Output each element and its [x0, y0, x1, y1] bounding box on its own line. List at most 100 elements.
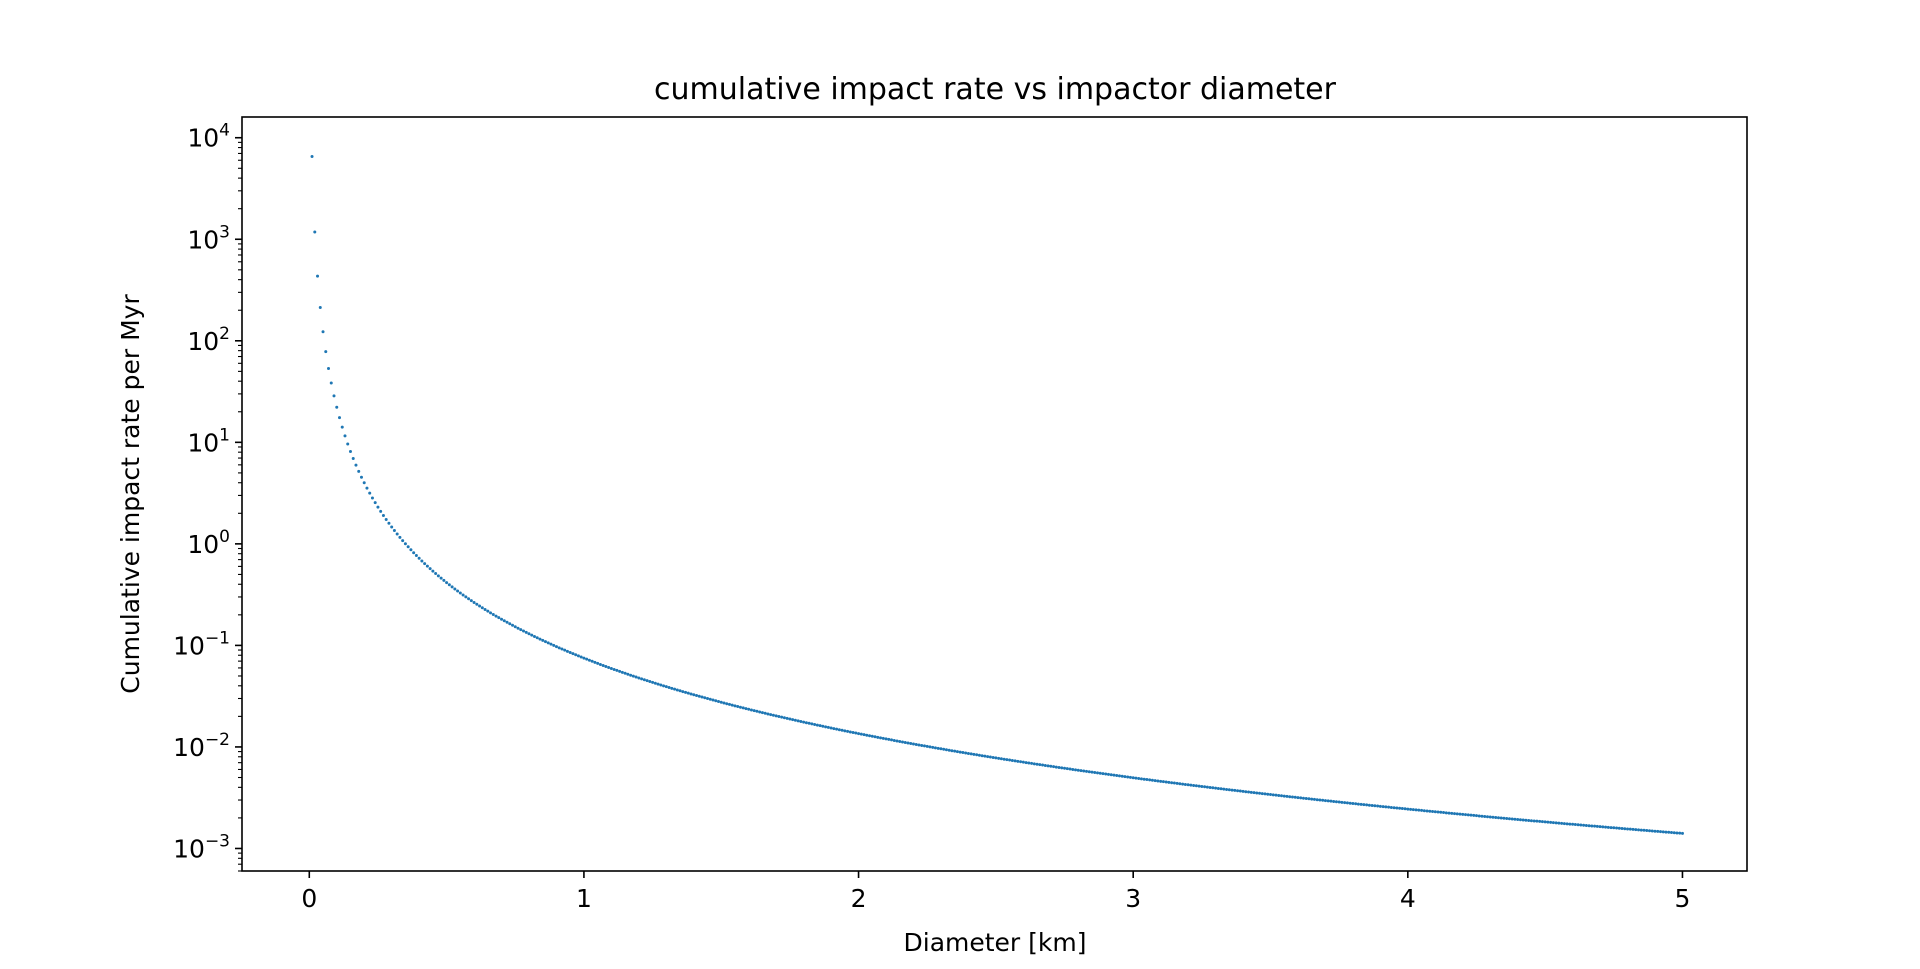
- data-point: [313, 230, 317, 234]
- data-point: [780, 715, 784, 719]
- data-point: [574, 653, 578, 657]
- data-point: [980, 754, 984, 758]
- data-point: [975, 753, 979, 757]
- data-point: [944, 748, 948, 752]
- data-point: [1279, 794, 1283, 798]
- data-point: [1623, 827, 1627, 831]
- data-point: [1590, 824, 1594, 828]
- data-point: [719, 700, 723, 704]
- data-point: [1395, 806, 1399, 810]
- data-point: [1345, 801, 1349, 805]
- data-point: [1038, 763, 1042, 767]
- data-point: [1373, 804, 1377, 808]
- data-point: [785, 716, 789, 720]
- data-point: [1186, 783, 1190, 787]
- series-0: [310, 155, 1684, 835]
- data-point: [1370, 803, 1374, 807]
- data-point: [1381, 805, 1385, 809]
- data-point: [870, 734, 874, 738]
- data-point: [684, 690, 688, 694]
- x-tick-label: 1: [576, 884, 592, 913]
- data-point: [491, 612, 495, 616]
- data-point: [1060, 766, 1064, 770]
- data-point: [1063, 766, 1067, 770]
- data-point: [840, 728, 844, 732]
- data-point: [1524, 818, 1528, 822]
- x-axis: 0 1 2 3 4 5: [301, 871, 1690, 913]
- data-point: [1540, 820, 1544, 824]
- data-point: [645, 679, 649, 683]
- data-point: [793, 718, 797, 722]
- data-point: [903, 740, 907, 744]
- data-point: [373, 501, 377, 505]
- data-point: [1194, 784, 1198, 788]
- data-point: [642, 678, 646, 682]
- data-point: [1065, 767, 1069, 771]
- data-point: [1573, 823, 1577, 827]
- y-tick-label: 104: [187, 121, 230, 153]
- data-point: [1617, 826, 1621, 830]
- data-point: [1010, 758, 1014, 762]
- axes-frame: [241, 116, 1748, 872]
- data-point: [623, 671, 627, 675]
- data-point: [983, 754, 987, 758]
- data-point: [576, 654, 580, 658]
- data-point: [887, 737, 891, 741]
- data-point: [1650, 829, 1654, 833]
- data-point: [392, 529, 396, 533]
- data-point: [565, 649, 569, 653]
- data-point: [431, 569, 435, 573]
- data-point: [1290, 795, 1294, 799]
- data-point: [1387, 805, 1391, 809]
- data-point: [1274, 793, 1278, 797]
- data-point: [1071, 767, 1075, 771]
- data-point: [1499, 816, 1503, 820]
- data-point: [587, 658, 591, 662]
- data-point: [546, 641, 550, 645]
- data-point: [469, 599, 473, 603]
- data-point: [629, 673, 633, 677]
- data-point: [1329, 799, 1333, 803]
- y-tick-label: 101: [187, 425, 230, 457]
- data-point: [384, 517, 388, 521]
- data-point: [1296, 796, 1300, 800]
- data-point: [873, 735, 877, 739]
- data-point: [1106, 772, 1110, 776]
- data-point: [1450, 811, 1454, 815]
- data-point: [1425, 809, 1429, 813]
- data-point: [535, 636, 539, 640]
- data-point: [1477, 814, 1481, 818]
- data-point: [1557, 821, 1561, 825]
- data-point: [884, 737, 888, 741]
- data-point: [766, 712, 770, 716]
- data-point: [1002, 757, 1006, 761]
- data-point: [601, 663, 605, 667]
- data-point: [461, 593, 465, 597]
- data-point: [1521, 818, 1525, 822]
- data-point: [686, 691, 690, 695]
- data-point: [1420, 808, 1424, 812]
- data-point: [596, 661, 600, 665]
- data-point: [1348, 801, 1352, 805]
- data-point: [1318, 798, 1322, 802]
- data-point: [821, 724, 825, 728]
- data-point: [906, 741, 910, 745]
- data-point: [571, 652, 575, 656]
- data-point: [700, 695, 704, 699]
- x-axis-label: Diameter [km]: [904, 928, 1087, 957]
- data-point: [771, 713, 775, 717]
- data-point: [1145, 778, 1149, 782]
- data-point: [917, 743, 921, 747]
- data-point: [1178, 782, 1182, 786]
- data-point: [442, 578, 446, 582]
- data-point: [879, 736, 883, 740]
- data-point: [752, 709, 756, 713]
- data-point: [1285, 794, 1289, 798]
- data-point: [1576, 823, 1580, 827]
- y-tick-label: 10−1: [173, 628, 230, 660]
- data-point: [379, 509, 383, 513]
- data-point: [1156, 779, 1160, 783]
- data-point: [618, 669, 622, 673]
- data-point: [725, 702, 729, 706]
- data-point: [675, 688, 679, 692]
